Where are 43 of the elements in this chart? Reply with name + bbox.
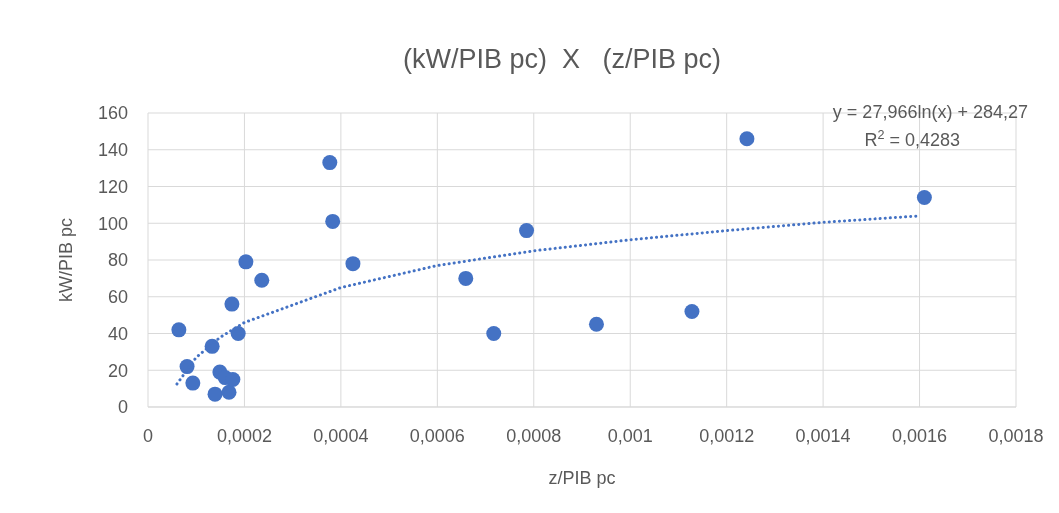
point bbox=[739, 131, 755, 147]
x-tick-label: 0,0014 bbox=[795, 426, 851, 446]
point bbox=[588, 316, 604, 332]
y-axis-title: kW/PIB pc bbox=[56, 217, 76, 303]
y-tick-label: 160 bbox=[97, 103, 128, 124]
point bbox=[221, 384, 237, 400]
point bbox=[486, 326, 502, 341]
y-tick-label: 60 bbox=[107, 287, 128, 308]
y-tick-label: 80 bbox=[107, 250, 128, 271]
point bbox=[458, 270, 474, 286]
y-tick-label: 100 bbox=[97, 213, 128, 234]
point bbox=[345, 256, 361, 272]
x-tick-label: 0,0016 bbox=[892, 426, 948, 446]
point bbox=[171, 322, 187, 338]
x-tick-label: 0,0006 bbox=[409, 426, 465, 446]
y-tick-label: 20 bbox=[107, 360, 128, 381]
x-tick-label: 0,0012 bbox=[699, 426, 755, 446]
annotation: R$^{2}$ = 0,4283 bbox=[864, 128, 960, 150]
x-tick-label: 0,001 bbox=[607, 426, 653, 446]
y-tick-label: 140 bbox=[97, 140, 128, 161]
x-axis-title: z/PIB pc bbox=[548, 468, 616, 488]
point bbox=[519, 223, 535, 239]
x-tick-label: 0,0004 bbox=[313, 426, 369, 446]
point bbox=[322, 155, 338, 171]
point bbox=[225, 371, 241, 387]
chart-title: (kW/PIB pc) X (z/PIB pc) bbox=[402, 44, 722, 74]
point bbox=[207, 386, 223, 402]
point bbox=[254, 272, 270, 288]
annotation: y = 27,966ln(x) + 284,27 bbox=[832, 102, 1028, 122]
point bbox=[238, 254, 254, 270]
point bbox=[325, 213, 341, 229]
x-tick-label: 0,0008 bbox=[506, 426, 562, 446]
point bbox=[230, 326, 246, 341]
x-tick-label: 0 bbox=[142, 426, 154, 446]
x-tick-label: 0,0002 bbox=[216, 426, 272, 446]
point bbox=[185, 375, 201, 391]
y-tick-label: 40 bbox=[107, 323, 128, 344]
point bbox=[224, 296, 240, 312]
y-tick-label: 0 bbox=[117, 397, 128, 418]
point bbox=[916, 190, 932, 206]
x-tick-label: 0,0018 bbox=[988, 426, 1044, 446]
point bbox=[684, 303, 700, 319]
y-tick-label: 120 bbox=[97, 176, 128, 197]
